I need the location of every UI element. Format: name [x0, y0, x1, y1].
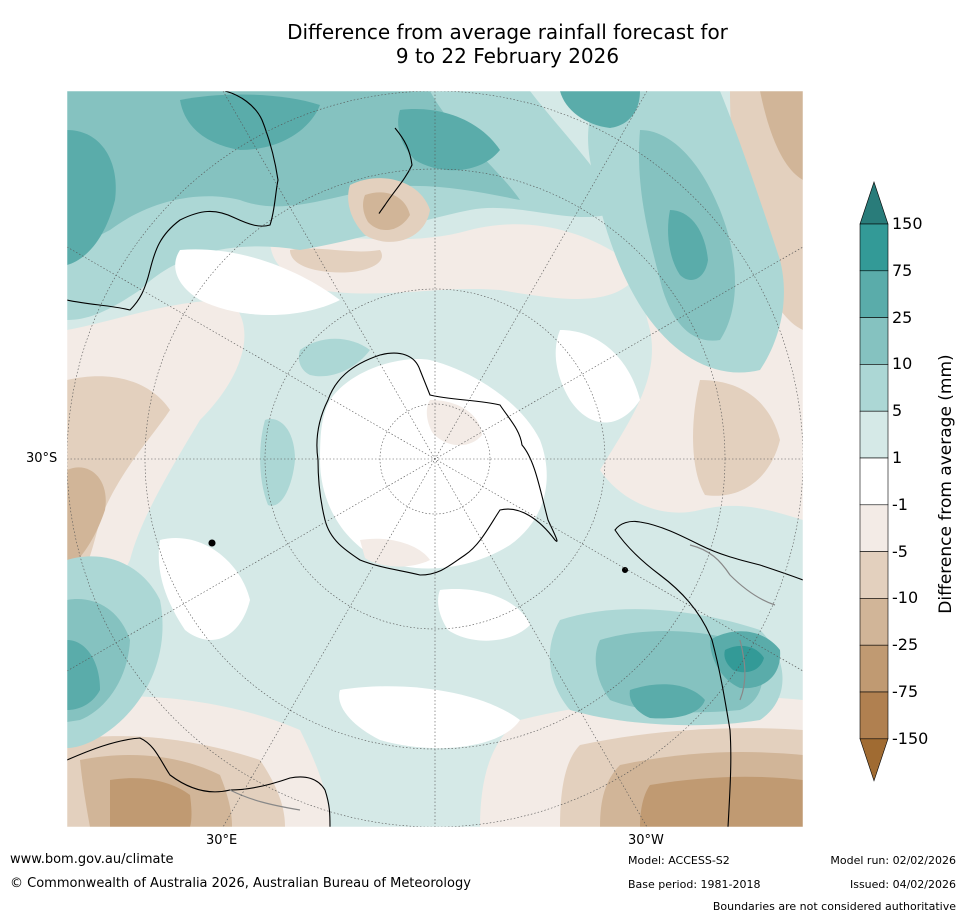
anomaly-region: [760, 91, 803, 180]
latitude-circle: [264, 288, 606, 630]
anomaly-region: [426, 400, 482, 446]
rainfall-anomaly-field: [67, 91, 803, 827]
anomaly-region: [67, 130, 116, 265]
footer-base-period: Base period: 1981-2018: [628, 878, 761, 891]
longitude-label-30w: 30°W: [628, 833, 664, 848]
longitude-label-30e: 30°E: [206, 833, 238, 848]
map-title: Difference from average rainfall forecas…: [0, 20, 965, 68]
footer-copyright: © Commonwealth of Australia 2026, Austra…: [10, 876, 471, 891]
meridian-line: [67, 246, 803, 672]
colorbar-segment: [859, 457, 889, 506]
anomaly-region: [67, 376, 170, 600]
anomaly-region: [175, 249, 340, 315]
colorbar-segment: [859, 644, 889, 693]
island-marker: [621, 566, 629, 574]
anomaly-region: [180, 94, 320, 150]
colorbar-tick-label: -25: [892, 635, 919, 655]
anomaly-region: [339, 686, 520, 749]
colorbar-segment: [859, 410, 889, 459]
footer-model: Model: ACCESS-S2: [628, 854, 730, 867]
footer-model-run: Model run: 02/02/2026: [830, 854, 956, 867]
antarctica-field: [320, 359, 547, 569]
country-borders: [229, 544, 776, 811]
footer-website: www.bom.gov.au/climate: [10, 852, 174, 867]
country-border: [229, 789, 301, 811]
colorbar-tick-label: -5: [892, 541, 908, 561]
colorbar-tick-label: -150: [892, 728, 929, 748]
anomaly-region: [67, 467, 106, 570]
colorbar-segment: [859, 223, 889, 272]
colorbar-extend-top: [859, 181, 889, 225]
anomaly-region: [260, 419, 295, 506]
anomaly-region: [363, 192, 410, 231]
africa-coastline: [67, 737, 331, 827]
colorbar-tick-label: 5: [892, 401, 903, 421]
anomaly-region: [290, 248, 382, 273]
australia-coastline: [67, 91, 279, 311]
south-america-coastline: [614, 520, 803, 827]
new-zealand-coastline: [378, 127, 413, 214]
colorbar-tick-label: -1: [892, 494, 908, 514]
anomaly-region: [110, 778, 192, 827]
colorbar-segment: [859, 598, 889, 646]
anomaly-region: [640, 776, 803, 827]
colorbar-segment: [859, 364, 889, 412]
colorbar-tick-label: 10: [892, 354, 913, 374]
anomaly-region: [629, 684, 705, 719]
colorbar-segment: [859, 270, 889, 318]
anomaly-region: [693, 380, 780, 496]
colorbar-extend-bottom: [859, 738, 889, 782]
anomaly-region: [298, 338, 370, 377]
colorbar-tick-label: -10: [892, 588, 919, 608]
colorbar-tick-label: -75: [892, 682, 919, 701]
title-line-2: 9 to 22 February 2026: [395, 44, 620, 68]
colorbar-segment: [859, 317, 889, 365]
colorbar: [859, 181, 889, 782]
colorbar-tick-label: 75: [892, 260, 913, 280]
map-frame: [66, 90, 804, 828]
anomaly-region: [438, 589, 530, 641]
anomaly-region: [668, 210, 708, 280]
footer-issued: Issued: 04/02/2026: [849, 878, 956, 891]
colorbar-title: Difference from average (mm): [936, 354, 956, 614]
antarctica-coastline: [316, 352, 558, 576]
colorbar-tick-label: 25: [892, 307, 913, 327]
colorbar-segment: [859, 504, 889, 552]
anomaly-region: [555, 330, 640, 423]
coastlines: [67, 91, 803, 827]
island-marker: [208, 539, 216, 547]
anomaly-region: [270, 224, 640, 299]
anomaly-region: [560, 91, 640, 128]
colorbar-tick-label: 150: [892, 214, 923, 233]
graticule: [67, 91, 803, 827]
latitude-label-30s: 30°S: [26, 451, 58, 466]
anomaly-region: [360, 538, 430, 567]
anomaly-region: [67, 640, 100, 710]
colorbar-tick-label: 1: [892, 448, 903, 467]
colorbar-segment: [859, 691, 889, 740]
anomaly-region: [158, 538, 250, 640]
country-border: [739, 639, 746, 701]
title-line-1: Difference from average rainfall forecas…: [287, 20, 728, 44]
footer-disclaimer: Boundaries are not considered authoritat…: [712, 900, 956, 913]
anomaly-region: [398, 109, 500, 171]
country-border: [689, 544, 776, 606]
colorbar-segment: [859, 551, 889, 599]
